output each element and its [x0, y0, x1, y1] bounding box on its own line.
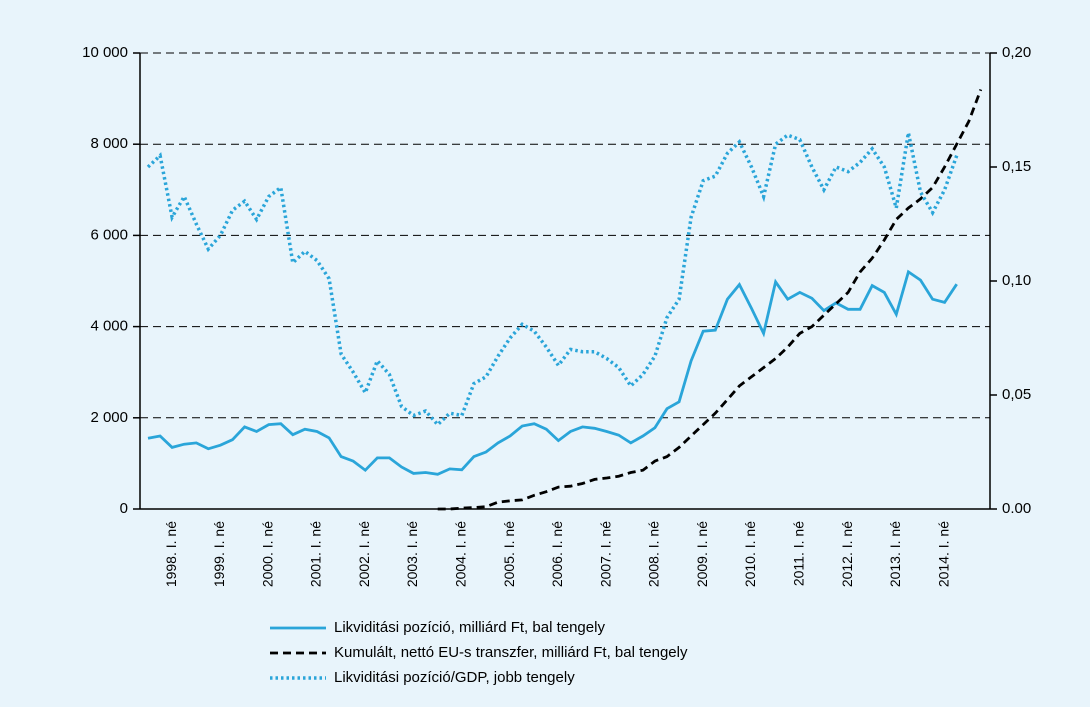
- x-tick-label: 2010. I. né: [742, 521, 758, 587]
- x-tick-label: 2007. I. né: [597, 521, 613, 587]
- x-tick-label: 2011. I. né: [790, 521, 806, 586]
- x-tick-label: 2014. I. né: [935, 521, 951, 587]
- y2-tick-label: 0,20: [1002, 44, 1031, 61]
- series-line: [147, 269, 958, 476]
- y-tick-label: 6 000: [90, 226, 128, 243]
- x-tick-label: 2009. I. né: [694, 521, 710, 587]
- series-line: [437, 89, 983, 511]
- x-tick-label: 2013. I. né: [887, 521, 903, 587]
- y2-tick-label: 0.00: [1002, 500, 1031, 517]
- y-tick-label: 10 000: [82, 44, 128, 61]
- y-tick-label: 0: [120, 500, 128, 517]
- y2-tick-label: 0,05: [1002, 386, 1031, 403]
- x-tick-label: 2001. I. né: [308, 521, 324, 587]
- x-tick-label: 2006. I. né: [549, 521, 565, 587]
- x-tick-label: 2005. I. né: [501, 521, 517, 587]
- x-tick-label: 2002. I. né: [356, 521, 372, 587]
- y-tick-label: 4 000: [90, 318, 128, 335]
- y2-tick-label: 0,10: [1002, 272, 1031, 289]
- x-tick-label: 1998. I. né: [163, 521, 179, 587]
- x-tick-label: 2003. I. né: [404, 521, 420, 587]
- x-tick-label: 2008. I. né: [646, 521, 662, 587]
- y2-tick-label: 0,15: [1002, 158, 1031, 175]
- x-tick-label: 2004. I. né: [453, 521, 469, 587]
- legend-label: Likviditási pozíció/GDP, jobb tengely: [334, 669, 575, 686]
- legend-label: Likviditási pozíció, milliárd Ft, bal te…: [334, 619, 605, 636]
- series-line: [146, 132, 959, 428]
- y-tick-label: 8 000: [90, 135, 128, 152]
- x-tick-label: 2000. I. né: [259, 521, 275, 587]
- legend-label: Kumulált, nettó EU-s transzfer, milliárd…: [334, 644, 688, 661]
- y-tick-label: 2 000: [90, 409, 128, 426]
- x-tick-label: 1999. I. né: [211, 521, 227, 587]
- x-tick-label: 2012. I. né: [839, 521, 855, 587]
